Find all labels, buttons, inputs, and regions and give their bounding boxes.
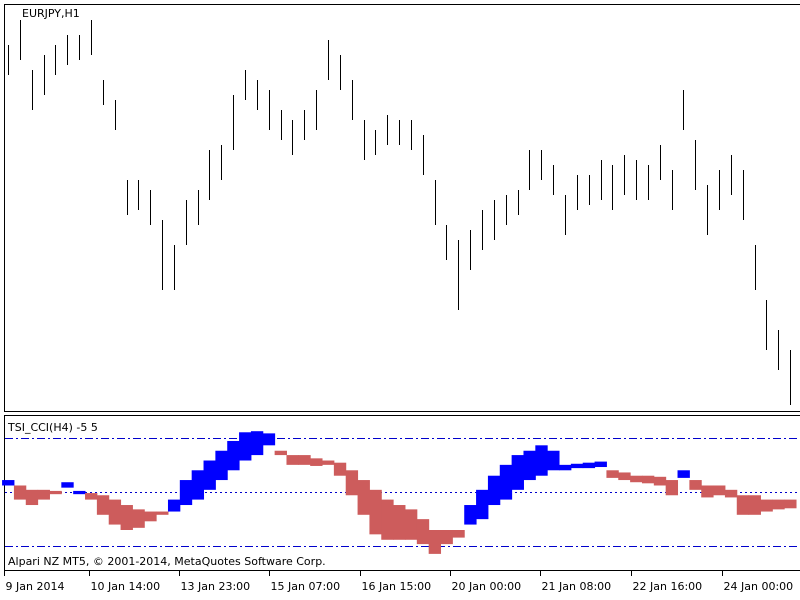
indicator-bar — [487, 475, 501, 506]
indicator-bar — [570, 463, 584, 469]
indicator-bar — [713, 485, 726, 496]
indicator-bar — [428, 530, 442, 554]
indicator-bar — [760, 499, 773, 512]
indicator-bar — [61, 482, 74, 488]
x-tick-label: 16 Jan 15:00 — [362, 580, 432, 593]
x-tick-label: 21 Jan 08:00 — [542, 580, 612, 593]
indicator-bar — [748, 495, 761, 515]
indicator-bar — [132, 509, 145, 528]
indicator-bar — [404, 509, 418, 540]
x-tick-label: 13 Jan 23:00 — [181, 580, 251, 593]
indicator-bar — [49, 490, 62, 495]
indicator-bar — [393, 505, 406, 540]
x-tick-label: 24 Jan 00:00 — [724, 580, 794, 593]
indicator-bar — [665, 480, 679, 496]
indicator-bar — [523, 450, 536, 481]
indicator-bar — [582, 462, 596, 469]
indicator-bar — [120, 505, 133, 530]
copyright: Alpari NZ MT5, © 2001-2014, MetaQuotes S… — [8, 555, 326, 568]
indicator-bar — [535, 445, 548, 476]
indicator-bar — [108, 499, 122, 525]
indicator-bar — [85, 493, 98, 500]
indicator-bar — [381, 499, 394, 540]
indicator-bar — [227, 440, 240, 471]
indicator-bar — [262, 433, 276, 446]
price-title: EURJPY,H1 — [22, 7, 80, 20]
indicator-bar — [357, 480, 370, 515]
indicator-bar — [689, 480, 702, 490]
indicator-bar — [2, 480, 15, 486]
indicator-bar — [73, 490, 86, 495]
indicator-bar — [333, 462, 347, 476]
indicator-bar — [511, 455, 524, 490]
indicator-bar — [369, 489, 382, 535]
indicator-bar — [547, 450, 560, 471]
indicator-bar — [606, 470, 619, 478]
indicator-bar — [179, 480, 193, 506]
x-tick-label: 22 Jan 16:00 — [633, 580, 703, 593]
indicator-bar — [630, 475, 643, 483]
indicator-bar — [298, 455, 311, 465]
indicator-bar — [191, 470, 205, 500]
x-tick-label: 15 Jan 07:00 — [271, 580, 341, 593]
indicator-bar — [215, 450, 228, 481]
indicator-bar — [499, 464, 513, 500]
x-tick-label: 10 Jan 14:00 — [91, 580, 161, 593]
indicator-bar — [167, 499, 181, 512]
x-tick-label: 9 Jan 2014 — [6, 580, 65, 593]
indicator-bar — [594, 461, 607, 468]
indicator-bar — [641, 475, 655, 484]
indicator-bar — [286, 455, 299, 465]
indicator-bar — [310, 458, 323, 466]
indicator-bar — [476, 489, 489, 520]
indicator-bar — [724, 489, 738, 498]
indicator-bar — [464, 505, 477, 525]
indicator-bar — [618, 472, 631, 481]
indicator-bar — [736, 495, 750, 515]
indicator-bar — [144, 511, 157, 522]
indicator-bar — [452, 530, 465, 538]
indicator-bar — [701, 485, 714, 498]
indicator-bar — [274, 450, 287, 456]
indicator-bar — [239, 432, 252, 461]
indicator-bar — [250, 431, 264, 456]
indicator-bar — [772, 499, 785, 510]
indicator-bar — [416, 519, 430, 545]
indicator-bar — [345, 470, 359, 496]
price-panel — [4, 4, 800, 412]
indicator-bar — [784, 499, 797, 509]
x-tick-label: 20 Jan 00:00 — [452, 580, 522, 593]
indicator-bar — [37, 489, 50, 500]
indicator-bar — [96, 495, 110, 515]
indicator-bar — [13, 485, 27, 500]
indicator-title: TSI_CCI(H4) -5 5 — [7, 421, 98, 434]
indicator-bar — [322, 460, 335, 465]
indicator-bar — [25, 489, 39, 506]
indicator-bar — [203, 460, 216, 490]
indicator-bar — [559, 464, 572, 471]
indicator-bar — [156, 511, 169, 515]
indicator-bar — [653, 476, 667, 486]
indicator-bar — [440, 530, 453, 545]
indicator-bar — [677, 470, 690, 478]
